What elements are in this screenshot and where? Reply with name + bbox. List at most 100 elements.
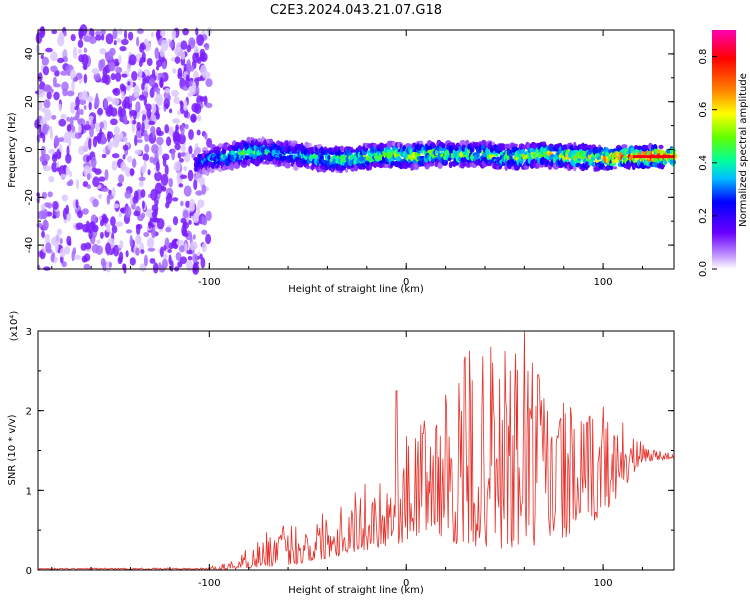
spectral-blob	[260, 156, 264, 163]
noise-speckle	[57, 34, 65, 47]
noise-speckle	[72, 77, 77, 83]
noise-speckle	[187, 255, 193, 261]
snr-y-scale-label: (x10⁴)	[9, 311, 20, 342]
noise-speckle	[193, 179, 198, 191]
spectral-blob	[637, 145, 642, 151]
noise-speckle	[66, 235, 72, 246]
noise-speckle	[159, 76, 164, 89]
noise-speckle	[75, 222, 84, 230]
noise-speckle	[154, 171, 162, 182]
noise-speckle	[144, 144, 150, 153]
noise-speckle	[132, 158, 137, 168]
noise-speckle	[201, 242, 207, 253]
noise-speckle	[66, 90, 75, 97]
noise-speckle	[96, 132, 102, 144]
noise-speckle	[201, 216, 208, 226]
noise-speckle	[120, 207, 125, 213]
noise-speckle	[79, 108, 84, 116]
noise-speckle	[122, 144, 129, 151]
y-tick-label: -20	[24, 189, 35, 205]
noise-speckle	[124, 29, 127, 40]
noise-speckle	[151, 227, 156, 239]
noise-speckle	[173, 96, 180, 104]
noise-speckle	[145, 208, 154, 218]
noise-speckle	[190, 113, 197, 123]
noise-speckle	[51, 154, 58, 163]
y-tick-label: 3	[26, 327, 32, 338]
noise-speckle	[142, 153, 150, 162]
noise-speckle	[177, 261, 183, 268]
noise-speckle	[189, 39, 196, 46]
noise-speckle	[111, 225, 118, 234]
noise-speckle	[108, 61, 116, 72]
spectral-blob	[566, 158, 570, 163]
noise-speckle	[99, 231, 104, 239]
noise-speckle	[148, 120, 156, 126]
spectral-blob	[441, 144, 446, 149]
noise-speckle	[86, 173, 91, 181]
noise-speckle	[124, 96, 130, 104]
x-tick-label: 0	[403, 578, 409, 589]
noise-speckle	[66, 124, 72, 132]
noise-speckle	[162, 61, 167, 70]
noise-speckle	[68, 179, 74, 187]
noise-speckle	[86, 155, 90, 163]
spectral-blob	[573, 145, 579, 152]
spectrogram-axes: -100 0 100 -40 -20 0 20 40	[24, 29, 674, 288]
noise-speckle	[66, 71, 71, 76]
noise-speckle	[198, 56, 206, 62]
noise-speckle	[125, 206, 132, 218]
noise-speckle	[128, 31, 134, 41]
noise-speckle	[76, 178, 79, 190]
noise-speckle	[183, 63, 188, 72]
noise-speckle	[187, 169, 194, 182]
noise-speckle	[90, 156, 97, 168]
noise-speckle	[105, 242, 112, 255]
noise-speckle	[195, 27, 199, 36]
noise-speckle	[115, 71, 122, 82]
spectral-blob	[396, 156, 402, 162]
noise-speckle	[114, 88, 118, 94]
noise-speckle	[57, 137, 65, 142]
noise-speckle	[90, 221, 96, 230]
noise-speckle	[151, 211, 158, 219]
noise-speckle	[81, 208, 89, 215]
noise-speckle	[176, 239, 185, 246]
noise-speckle	[171, 89, 180, 97]
noise-speckle	[172, 216, 179, 226]
noise-speckle	[118, 212, 122, 218]
spectral-blob	[499, 143, 507, 151]
noise-speckle	[116, 38, 122, 43]
noise-speckle	[159, 246, 164, 258]
noise-speckle	[91, 68, 100, 75]
noise-speckle	[148, 220, 152, 230]
noise-speckle	[44, 109, 52, 121]
noise-speckle	[179, 158, 184, 163]
noise-speckle	[169, 108, 173, 114]
noise-speckle	[125, 167, 131, 177]
noise-speckle	[58, 103, 62, 112]
noise-speckle	[156, 218, 165, 230]
spectrogram-plot-area	[34, 24, 678, 275]
noise-speckle	[137, 214, 144, 222]
noise-speckle	[41, 56, 50, 66]
noise-speckle	[126, 63, 131, 72]
noise-speckle	[162, 153, 170, 161]
noise-speckle	[173, 161, 181, 172]
noise-speckle	[174, 143, 181, 151]
noise-speckle	[37, 89, 45, 98]
noise-speckle	[134, 134, 138, 146]
noise-speckle	[50, 65, 58, 73]
snr-plot-area	[38, 331, 674, 570]
spectral-blob	[340, 145, 344, 152]
noise-speckle	[146, 237, 155, 249]
noise-speckle	[139, 263, 147, 272]
noise-speckle	[59, 237, 63, 245]
noise-speckle	[185, 74, 190, 81]
noise-speckle	[149, 258, 156, 264]
noise-speckle	[192, 81, 196, 90]
noise-speckle	[192, 215, 199, 224]
noise-speckle	[48, 176, 55, 183]
noise-speckle	[97, 107, 104, 116]
noise-speckle	[78, 124, 82, 134]
